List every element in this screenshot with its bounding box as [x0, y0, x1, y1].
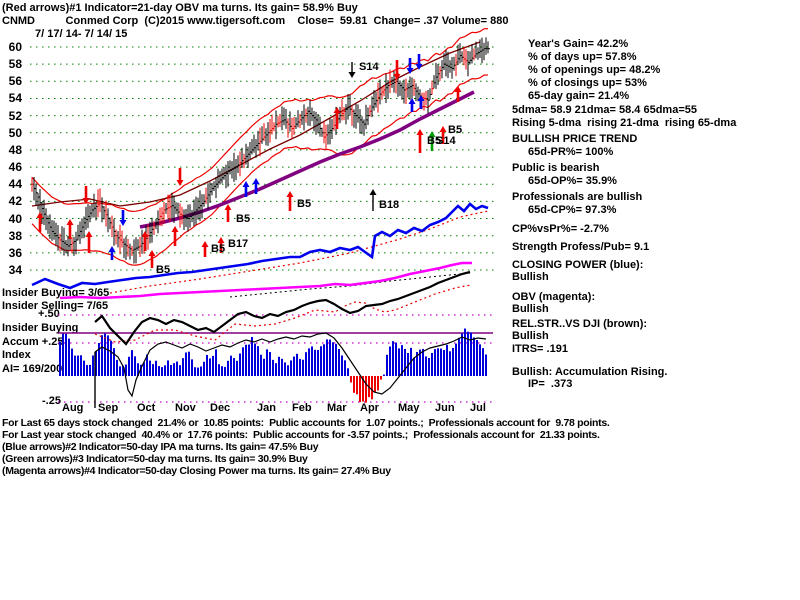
indicator-label: Index	[2, 349, 31, 361]
month-label: Sep	[98, 402, 119, 414]
footer-line: (Blue arrows)#2 Indicator=50-day IPA ma …	[2, 441, 319, 453]
y-axis-label: 56	[8, 74, 22, 89]
month-label: Dec	[210, 402, 231, 414]
stat-line: Bullish	[512, 330, 549, 342]
stat-line: 65d-OP%= 35.9%	[528, 175, 617, 187]
y-axis-label: 44	[8, 177, 22, 192]
date-range: 7/ 17/ 14- 7/ 14/ 15	[35, 28, 128, 40]
indicator-label: -.25	[42, 395, 61, 407]
month-label: May	[398, 402, 420, 414]
y-axis-label: 48	[8, 142, 22, 157]
y-axis-label: 52	[8, 108, 22, 123]
signal-label: B5	[448, 124, 463, 136]
stat-line: ITRS= .191	[512, 343, 568, 355]
month-label: Jan	[257, 402, 276, 414]
stat-line: Public is bearish	[512, 162, 600, 174]
y-axis-label: 60	[8, 40, 22, 54]
y-axis-label: 42	[8, 194, 22, 209]
stat-line: Professionals are bullish	[512, 191, 643, 203]
footer-line: (Green arrows)#3 Indicator=50-day ma tur…	[2, 453, 308, 465]
month-label: Jun	[435, 402, 455, 414]
stat-line: Strength Profess/Pub= 9.1	[512, 241, 650, 253]
y-axis-label: 46	[8, 160, 22, 175]
indicator-label: Insider Buying	[2, 322, 79, 334]
signal-label: B17	[228, 238, 249, 250]
stat-line: 65-day gain= 21.4%	[528, 90, 630, 102]
stat-line: % of days up= 57.8%	[528, 51, 637, 63]
signal-label: B5	[297, 198, 312, 210]
signal-label: B18	[379, 199, 400, 211]
signal-label: S14	[359, 61, 379, 73]
month-label: Aug	[62, 402, 84, 414]
y-axis-label: 58	[8, 57, 22, 72]
y-axis-label: 38	[8, 228, 22, 243]
stat-line: Bullish	[512, 303, 549, 315]
stat-line: OBV (magenta):	[512, 291, 596, 303]
stat-line: % of closings up= 53%	[528, 77, 647, 89]
month-label: Nov	[175, 402, 196, 414]
stat-line: REL.STR..VS DJI (brown):	[512, 318, 648, 330]
title-line: CNMD Conmed Corp (C)2015 www.tigersoft.c…	[2, 15, 509, 27]
indicator-label: Accum +.25	[2, 336, 64, 348]
month-label: Jul	[470, 402, 486, 414]
indicator-label: Insider Selling= 7/65	[2, 300, 109, 312]
stat-line: 5dma= 58.9 21dma= 58.4 65dma=55	[512, 104, 697, 116]
stat-line: BULLISH PRICE TREND	[512, 133, 638, 145]
footer-line: For Last 65 days stock changed 21.4% or …	[2, 417, 610, 429]
month-label: Feb	[292, 402, 312, 414]
y-axis-label: 36	[8, 245, 22, 260]
indicator1-legend: (Red arrows)#1 Indicator=21-day OBV ma t…	[2, 2, 358, 14]
signal-label: B5	[427, 135, 442, 147]
stat-line: Rising 5-dma rising 21-dma rising 65-dma	[512, 117, 737, 129]
stat-line: CP%vsPr%= -2.7%	[512, 223, 609, 235]
stat-line: Bullish: Accumulation Rising.	[512, 366, 668, 378]
y-axis-label: 54	[8, 91, 22, 106]
indicator-label: +.50	[38, 308, 60, 320]
stat-line: Bullish	[512, 271, 549, 283]
stat-line: CLOSING POWER (blue):	[512, 259, 644, 271]
signal-label: B5	[156, 264, 171, 276]
stat-line: Year's Gain= 42.2%	[528, 38, 629, 50]
y-axis-label: 34	[8, 263, 22, 277]
footer-line: (Magenta arrows)#4 Indicator=50-day Clos…	[2, 465, 391, 477]
footer-line: For Last year stock changed 40.4% or 17.…	[2, 429, 600, 441]
month-label: Apr	[360, 402, 379, 414]
indicator-label: AI= 169/200	[2, 363, 63, 375]
stat-line: 65d-PR%= 100%	[528, 146, 614, 158]
stat-line: % of openings up= 48.2%	[528, 64, 661, 76]
signal-label: S14	[436, 135, 456, 147]
stat-line: IP= .373	[528, 378, 573, 390]
stat-line: 65d-CP%= 97.3%	[528, 204, 617, 216]
indicator-label: Insider Buying= 3/65	[2, 287, 110, 299]
month-label: Mar	[327, 402, 347, 414]
signal-label: B5	[236, 213, 251, 225]
y-axis-label: 40	[8, 211, 22, 226]
signal-label: B5	[211, 243, 226, 255]
y-axis-label: 50	[8, 125, 22, 140]
month-label: Oct	[137, 402, 156, 414]
